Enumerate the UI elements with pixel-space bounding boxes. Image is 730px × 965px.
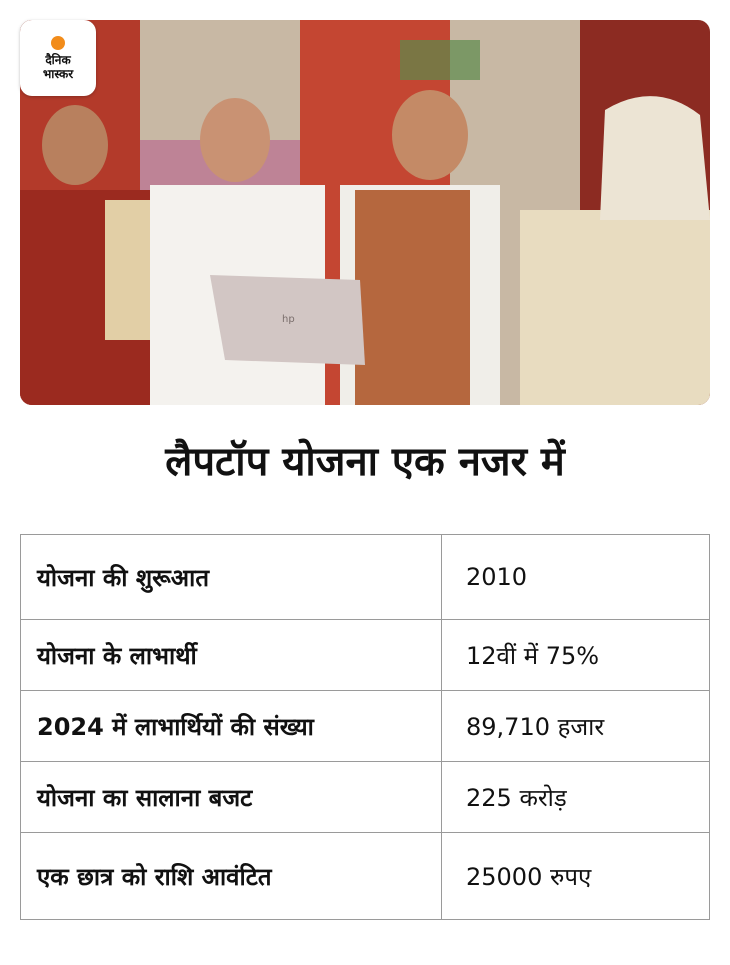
logo-line-1: दैनिक [45, 52, 71, 67]
page-title: लैपटॉप योजना एक नजर में [165, 439, 565, 485]
row-value: 12वीं में 75% [441, 619, 710, 691]
row-value: 25000 रुपए [441, 832, 710, 920]
table-row: योजना की शुरूआत 2010 [20, 534, 710, 620]
row-label: योजना की शुरूआत [20, 534, 442, 620]
row-value: 89,710 हजार [441, 690, 710, 762]
row-label: योजना का सालाना बजट [20, 761, 442, 833]
row-value: 2010 [441, 534, 710, 620]
dainik-bhaskar-logo: दैनिक भास्कर [20, 20, 96, 96]
table-row: योजना का सालाना बजट 225 करोड़ [20, 761, 710, 833]
sun-icon [51, 35, 65, 50]
row-label: 2024 में लाभार्थियों की संख्या [20, 690, 442, 762]
table-row: एक छात्र को राशि आवंटित 25000 रुपए [20, 832, 710, 920]
event-photo: hp [20, 20, 710, 405]
row-label: योजना के लाभार्थी [20, 619, 442, 691]
scheme-summary-table: योजना की शुरूआत 2010 योजना के लाभार्थी 1… [20, 534, 710, 920]
row-label: एक छात्र को राशि आवंटित [20, 832, 442, 920]
laptop-brand-label: hp [282, 314, 295, 325]
logo-line-2: भास्कर [42, 66, 74, 81]
table-row: 2024 में लाभार्थियों की संख्या 89,710 हज… [20, 690, 710, 762]
table-row: योजना के लाभार्थी 12वीं में 75% [20, 619, 710, 691]
row-value: 225 करोड़ [441, 761, 710, 833]
